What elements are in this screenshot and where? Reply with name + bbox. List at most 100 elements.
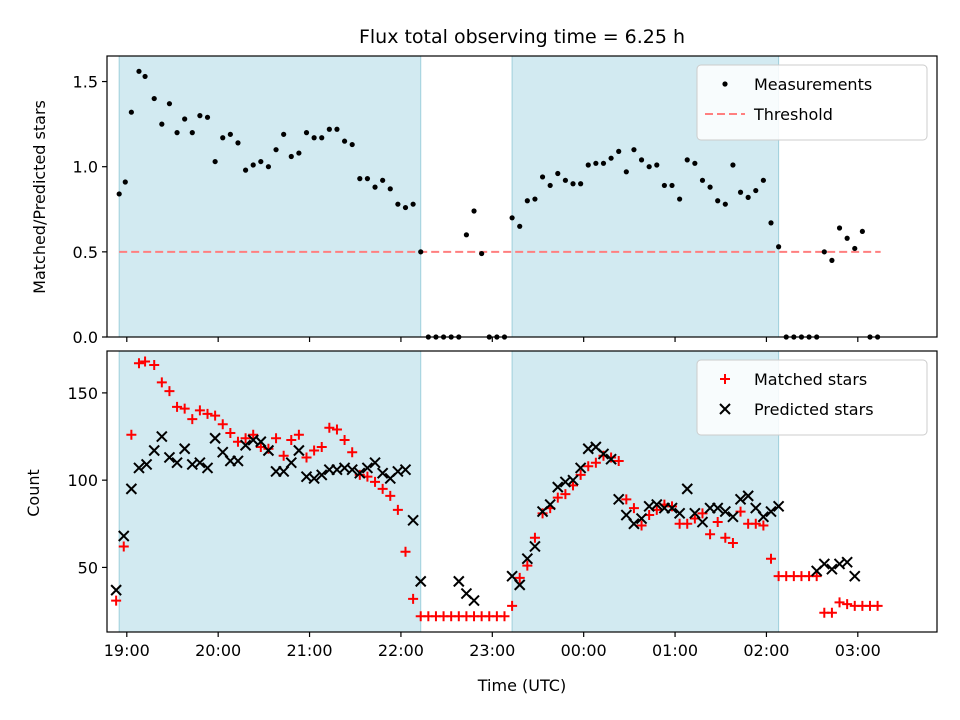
top-point-0-33 [364,176,371,182]
top-point-0-14 [220,135,226,141]
top-point-0-5 [151,95,157,102]
bottom-point-1-3 [133,462,145,474]
bottom-point-0-52 [507,600,518,611]
bottom-legend-marker-1 [719,403,731,415]
top-observing-window-0 [118,55,422,338]
bottom-point-0-26 [309,445,320,456]
bottom-point-1-49 [544,498,556,511]
bottom-point-0-80 [720,532,731,543]
bottom-point-1-61 [635,512,648,525]
top-point-0-2 [128,109,134,115]
top-point-0-54 [524,198,530,204]
bottom-point-1-73 [727,511,739,523]
bottom-point-1-17 [239,439,252,451]
top-point-0-30 [341,138,348,144]
bottom-point-0-51 [499,611,510,622]
top-point-0-36 [387,186,393,192]
bottom-point-0-0 [111,595,122,606]
bottom-point-0-53 [514,572,525,583]
bottom-point-0-59 [560,489,571,500]
bottom-point-0-39 [408,593,419,604]
top-point-0-74 [677,196,683,202]
bottom-point-1-74 [734,493,747,506]
top-point-0-80 [722,201,728,207]
bottom-point-0-56 [537,508,548,519]
bottom-point-0-7 [164,386,175,397]
bottom-point-1-75 [742,490,754,502]
top-point-0-7 [166,101,173,107]
top-point-0-78 [707,184,713,190]
bottom-point-0-69 [636,520,647,531]
bottom-point-1-20 [262,444,275,457]
bottom-point-0-75 [682,518,693,529]
top-point-0-76 [692,160,698,166]
top-point-0-70 [646,164,652,170]
top-plot-area: 0.0 0.5 1.0 1.5 Measurements Threshold [73,55,938,347]
bottom-point-0-86 [766,553,776,564]
bottom-y-tick-label-0: 50 [78,558,98,577]
top-point-0-95 [836,225,843,231]
bottom-point-1-82 [826,563,838,575]
bottom-point-0-9 [179,403,190,414]
top-point-0-9 [182,116,188,122]
top-point-0-79 [715,198,721,204]
bottom-point-1-52 [567,474,579,486]
bottom-point-0-14 [217,419,228,430]
bottom-point-1-35 [376,467,389,479]
bottom-point-0-55 [529,532,540,543]
bottom-point-1-50 [552,481,564,493]
top-point-0-96 [844,235,850,241]
bottom-point-0-12 [202,408,213,419]
bottom-x-tick-label-1: 20:00 [195,641,241,660]
bottom-point-0-96 [842,599,853,610]
bottom-point-0-79 [712,517,723,528]
top-legend-label-0: Measurements [754,75,872,94]
bottom-point-0-13 [210,410,221,421]
bottom-point-0-25 [301,452,312,463]
bottom-point-0-15 [225,428,236,439]
top-point-0-62 [585,162,591,168]
top-point-0-86 [768,220,774,226]
top-point-0-22 [281,131,287,137]
bottom-point-0-62 [583,461,594,472]
top-legend-label-1: Threshold [753,105,833,124]
bottom-point-1-65 [666,502,678,514]
bottom-point-1-78 [765,505,777,518]
chart-title: Flux total observing time = 6.25 h [359,26,685,48]
bottom-point-1-69 [696,516,709,528]
bottom-point-0-1 [118,541,129,552]
bottom-point-0-3 [133,358,144,369]
bottom-x-tick-label-4: 23:00 [469,641,515,660]
top-point-0-87 [776,244,782,250]
bottom-point-1-56 [597,448,610,460]
top-y-tick-label-0: 0.0 [73,328,98,347]
top-point-0-97 [852,245,858,252]
top-point-0-52 [509,215,515,221]
bottom-point-0-58 [552,492,563,503]
bottom-point-1-67 [681,483,693,495]
top-point-0-32 [357,176,363,182]
top-point-0-1 [122,179,128,185]
bottom-point-0-4 [140,356,151,367]
top-point-0-21 [273,147,279,153]
bottom-point-1-12 [201,462,214,474]
bottom-point-1-84 [841,556,853,568]
top-point-0-47 [471,208,477,214]
top-point-0-48 [479,250,485,257]
top-point-0-15 [227,131,233,137]
bottom-point-1-7 [163,451,176,464]
top-point-0-25 [303,130,310,136]
bottom-point-0-10 [187,414,198,425]
bottom-axes-frame [106,350,938,633]
bottom-point-0-85 [758,520,769,531]
bottom-point-1-23 [285,456,297,469]
bottom-point-1-39 [407,514,419,527]
top-point-0-55 [532,196,538,202]
bottom-point-0-36 [385,490,396,501]
bottom-x-tick-label-0: 19:00 [104,641,150,660]
top-point-0-17 [242,167,249,173]
bottom-point-0-94 [826,607,837,618]
bottom-point-0-23 [286,435,297,446]
top-point-0-8 [174,130,180,136]
top-y-tick-label-3: 1.5 [73,73,98,92]
